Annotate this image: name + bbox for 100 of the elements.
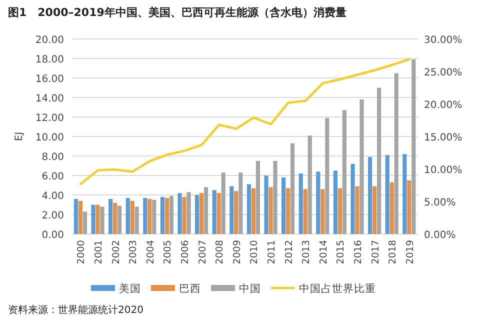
- bar: [325, 118, 330, 234]
- bar: [91, 204, 96, 234]
- x-tick-label: 2015: [336, 240, 347, 264]
- bar: [234, 191, 238, 234]
- bar: [143, 198, 148, 234]
- bar: [268, 187, 273, 234]
- bar: [238, 172, 243, 234]
- bar: [333, 170, 338, 234]
- y-tick-label: 18.00: [35, 54, 64, 66]
- text: 资料来源：世界能源统计2020: [8, 304, 144, 316]
- x-tick-label: 2019: [404, 240, 416, 264]
- bar: [303, 189, 308, 234]
- bar: [169, 196, 174, 234]
- x-tick-label: 2013: [301, 240, 312, 264]
- x-tick-label: 2011: [266, 240, 278, 264]
- x-tick-label: 2000: [76, 240, 88, 264]
- legend-label: 中国占世界比重: [299, 282, 376, 295]
- x-tick-label: 2002: [110, 240, 122, 264]
- bar: [216, 193, 221, 234]
- bar: [385, 155, 390, 234]
- x-tick-label: 2018: [388, 240, 399, 264]
- bar: [316, 172, 320, 234]
- x-tick-label: 2010: [249, 240, 260, 264]
- bar: [298, 174, 303, 234]
- x-tick-label: 2005: [162, 240, 174, 264]
- x-tick-label: 2009: [232, 240, 243, 264]
- y-tick-label: 14.00: [35, 94, 64, 104]
- bar: [273, 160, 278, 234]
- bar: [160, 196, 164, 234]
- y-tick-label: 0.00: [42, 230, 64, 241]
- bar: [186, 192, 191, 234]
- bar: [338, 188, 342, 234]
- x-tick-label: 2016: [352, 240, 364, 264]
- chart-title: 图1 2000–2019年中国、美国、巴西可再生能源（含水电）消费量: [8, 6, 346, 19]
- bar: [178, 193, 182, 234]
- bar: [246, 184, 251, 234]
- y-tick-label: 4.00: [42, 191, 64, 202]
- y-tick-label: 2.00: [42, 210, 64, 222]
- bar: [377, 88, 382, 234]
- bar: [402, 154, 407, 234]
- y2-tick-label: 20.00%: [424, 100, 462, 111]
- bar: [134, 206, 139, 234]
- bar: [130, 200, 134, 234]
- bar: [290, 143, 295, 234]
- y-tick-label: 12.00: [35, 113, 64, 124]
- bar: [251, 188, 256, 234]
- y2-tick-label: 5.00%: [424, 198, 456, 208]
- y-tick-label: 10.00: [35, 132, 64, 144]
- x-tick-label: 2006: [180, 240, 191, 264]
- bar: [204, 187, 208, 234]
- bar: [320, 189, 325, 234]
- x-tick-label: 2003: [128, 240, 140, 264]
- bar: [286, 188, 290, 234]
- bar: [200, 193, 204, 234]
- bar: [78, 200, 82, 234]
- x-tick-label: 2012: [284, 240, 295, 264]
- bar: [355, 186, 360, 234]
- y2-tick-label: 15.00%: [424, 132, 462, 144]
- y2-tick-label: 10.00%: [424, 165, 462, 176]
- bar: [390, 182, 394, 234]
- bar: [100, 206, 104, 234]
- bar: [74, 198, 78, 234]
- bar: [108, 198, 113, 234]
- bar: [308, 136, 312, 234]
- y2-tick-label: 25.00%: [424, 68, 462, 78]
- bar: [126, 198, 130, 234]
- y-tick-label: 8.00: [42, 152, 64, 163]
- y2-tick-label: 0.00%: [424, 230, 456, 241]
- x-tick-label: 2007: [197, 240, 208, 264]
- bar: [96, 204, 100, 234]
- legend-label: 巴西: [179, 283, 201, 295]
- x-tick-label: 2014: [318, 240, 330, 264]
- bar: [195, 195, 200, 234]
- y-tick-label: 20.00: [35, 35, 64, 46]
- y2-tick-label: 30.00%: [424, 35, 462, 46]
- bar: [282, 177, 286, 234]
- y-tick-label: 6.00: [42, 172, 64, 182]
- bar: [118, 206, 122, 234]
- bar: [412, 59, 416, 234]
- bar: [148, 198, 152, 234]
- bar: [368, 156, 372, 234]
- bar: [342, 110, 346, 234]
- x-tick-label: 2004: [145, 240, 156, 264]
- bar: [264, 176, 268, 234]
- x-tick-label: 2008: [214, 240, 226, 264]
- bar: [182, 196, 186, 234]
- bar: [164, 198, 169, 234]
- bar: [82, 212, 87, 234]
- x-tick-label: 2001: [93, 240, 104, 264]
- bar: [407, 180, 412, 234]
- bar: [394, 73, 398, 234]
- bar: [350, 164, 355, 234]
- y-tick-label: 16.00: [35, 74, 64, 85]
- legend-label: 中国: [239, 282, 261, 295]
- legend-label: 美国: [119, 282, 141, 295]
- bar: [212, 190, 216, 234]
- x-tick-label: 2017: [370, 240, 382, 264]
- bar: [221, 172, 226, 234]
- bar: [152, 200, 156, 234]
- line-series: [79, 58, 411, 186]
